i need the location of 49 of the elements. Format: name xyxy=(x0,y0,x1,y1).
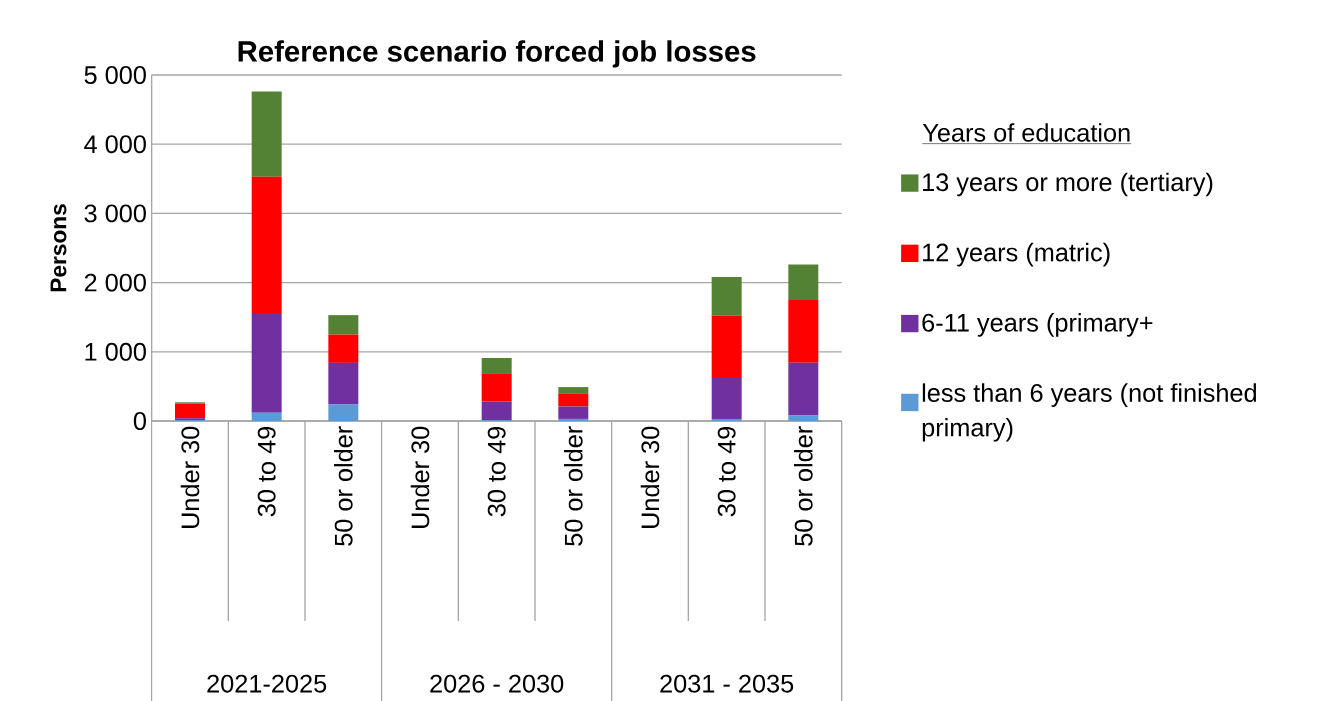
y-tick-label: 2 000 xyxy=(84,273,146,292)
y-tick-label: 1 000 xyxy=(85,342,146,361)
bar xyxy=(711,315,742,379)
bar xyxy=(711,418,742,421)
legend-label: 13 years or more (tertiary) xyxy=(923,172,1213,197)
x-tick-label: 30 to 49 xyxy=(257,426,276,517)
bar xyxy=(328,362,359,405)
text: 2026 - 2030 xyxy=(430,674,564,693)
bar xyxy=(251,313,282,413)
legend-label: 12 years (matric) xyxy=(923,242,1110,267)
x-tick-label: Under 30 xyxy=(180,426,200,528)
bar xyxy=(251,176,282,314)
legend-title: Years of education xyxy=(922,123,1130,142)
bar xyxy=(328,334,359,363)
bar xyxy=(481,373,512,402)
x-tick-label: 50 or older xyxy=(794,426,813,546)
bar xyxy=(711,378,742,419)
bar xyxy=(251,91,282,177)
y-tick-label: 3 000 xyxy=(84,204,146,223)
bar xyxy=(558,393,589,407)
bar xyxy=(788,264,819,300)
bar xyxy=(328,404,359,421)
legend-label: 6-11 years (primary+ xyxy=(922,313,1153,337)
chart-title: Reference scenario forced job losses xyxy=(238,40,756,68)
x-tick-label: Under 30 xyxy=(640,426,660,528)
x-tick-label: 50 or older xyxy=(564,426,583,546)
y-axis-title: Persons xyxy=(50,204,67,292)
x-tick-label: 30 to 49 xyxy=(717,426,736,517)
y-tick-label: 5 000 xyxy=(84,66,146,84)
bar xyxy=(788,299,819,363)
bar xyxy=(481,358,512,374)
x-tick-label: 30 to 49 xyxy=(487,426,506,517)
legend-label: less than 6 years (not finished primary) xyxy=(922,383,1256,442)
bar xyxy=(175,403,205,419)
bar xyxy=(788,362,819,416)
bar xyxy=(328,315,359,335)
x-tick-label: Under 30 xyxy=(410,426,430,528)
bar xyxy=(558,418,589,421)
bar xyxy=(711,277,742,316)
bar xyxy=(251,412,282,421)
x-tick-label: 50 or older xyxy=(334,426,353,546)
bar xyxy=(788,415,819,421)
y-tick-label: 4 000 xyxy=(84,135,146,154)
text: 2031 - 2035 xyxy=(660,674,794,693)
bar xyxy=(481,401,512,421)
bar xyxy=(558,387,589,394)
bar xyxy=(558,406,589,419)
text: 2021-2025 xyxy=(207,674,327,693)
y-tick-label: 0 xyxy=(133,412,146,430)
